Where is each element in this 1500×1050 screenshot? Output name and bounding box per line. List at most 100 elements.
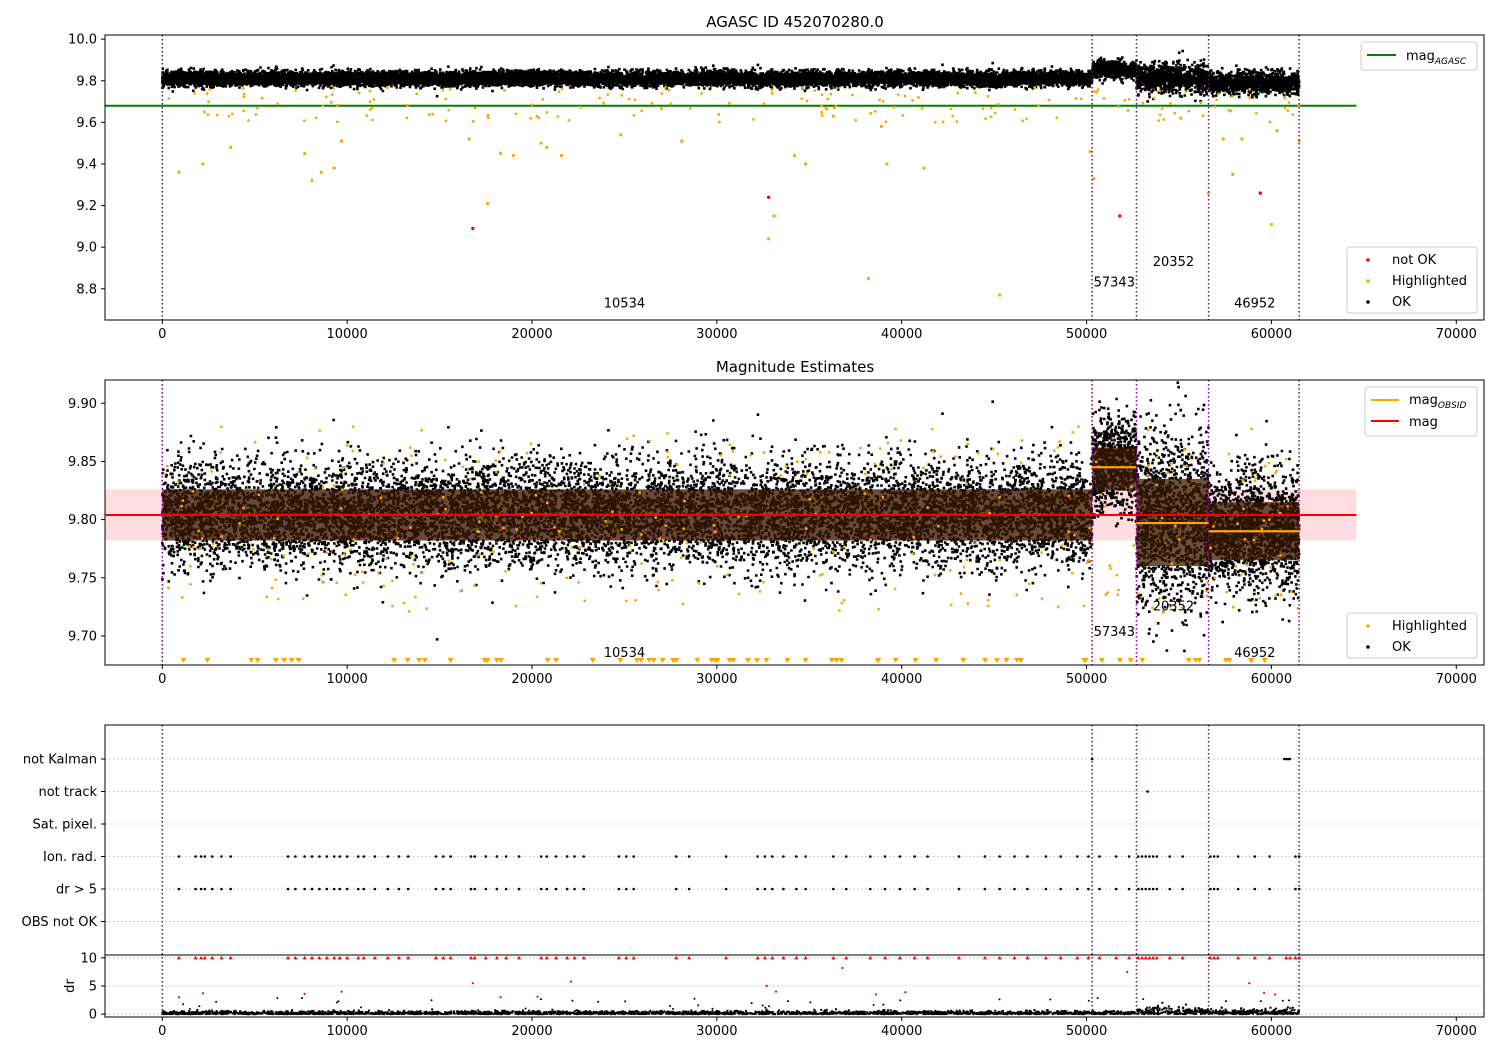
dr-point-capped — [831, 955, 836, 960]
highlighted-point — [1267, 518, 1271, 522]
flag-point — [473, 855, 477, 858]
highlighted-point — [405, 116, 409, 120]
highlighted-point — [1269, 565, 1272, 569]
dr-point — [215, 1000, 218, 1003]
flag-point — [565, 887, 569, 891]
highlighted-point — [1146, 473, 1150, 477]
highlighted-point — [342, 552, 346, 556]
flag-point — [1209, 887, 1212, 891]
highlighted-point — [912, 535, 916, 539]
highlighted-point — [666, 450, 669, 454]
flag-point — [220, 887, 223, 891]
flag-point — [484, 887, 488, 891]
flag-point — [1044, 855, 1048, 858]
highlighted-point — [878, 447, 882, 450]
highlighted-point — [911, 98, 914, 102]
out-of-range-marker — [694, 658, 701, 663]
highlighted-point — [884, 120, 888, 124]
highlighted-point — [1269, 222, 1274, 226]
flag-point — [484, 855, 488, 858]
highlighted-point — [349, 548, 352, 551]
out-of-range-marker — [659, 658, 666, 663]
highlighted-point — [407, 609, 411, 613]
dr-point-capped — [554, 955, 559, 960]
flag-point — [1253, 855, 1257, 858]
highlighted-point — [477, 460, 481, 464]
y-tick-label: 0 — [89, 1008, 97, 1023]
flag-point — [632, 887, 635, 891]
highlighted-point — [1060, 544, 1064, 548]
highlighted-point — [396, 536, 399, 540]
highlighted-point — [974, 542, 978, 545]
highlighted-point — [681, 602, 685, 606]
dr-point-capped — [1114, 955, 1119, 960]
out-of-range-marker — [498, 658, 505, 663]
highlighted-point — [351, 425, 355, 429]
highlighted-point — [514, 112, 518, 116]
highlighted-point — [820, 93, 824, 97]
segment-label: 20352 — [1153, 599, 1194, 614]
highlighted-point — [996, 102, 1000, 106]
highlighted-point — [1213, 576, 1217, 580]
dr-point-capped — [176, 955, 181, 960]
out-of-range-marker — [1014, 658, 1021, 663]
dr-point — [1224, 1000, 1227, 1003]
highlighted-point — [467, 137, 471, 141]
highlighted-point — [1289, 590, 1293, 594]
dr-point-capped — [433, 955, 438, 960]
highlighted-point — [656, 580, 660, 584]
out-of-range-marker — [708, 658, 715, 663]
flag-point — [441, 855, 445, 858]
flag-point — [804, 855, 807, 858]
out-of-range-marker — [288, 658, 295, 663]
flag-point — [504, 887, 508, 891]
highlighted-point — [1243, 537, 1247, 541]
highlighted-point — [294, 89, 297, 92]
highlighted-point — [1116, 593, 1120, 597]
highlighted-point — [1215, 98, 1218, 102]
highlighted-point — [638, 490, 642, 494]
flag-point — [310, 887, 314, 891]
dr-point — [340, 990, 343, 993]
highlighted-point — [1126, 109, 1130, 112]
highlighted-point — [611, 510, 614, 514]
highlighted-point — [640, 562, 644, 566]
highlighted-point — [804, 457, 808, 461]
highlighted-point — [624, 599, 628, 603]
flag-point — [1151, 855, 1155, 858]
flag-point — [998, 887, 1001, 891]
dr-point-capped — [1143, 955, 1148, 960]
highlighted-point — [1058, 440, 1062, 443]
dr-point-capped — [310, 955, 315, 960]
highlighted-point — [640, 109, 644, 113]
highlighted-point — [361, 581, 365, 584]
highlighted-point — [565, 576, 569, 580]
highlighted-point — [539, 141, 543, 145]
flag-point — [1283, 757, 1286, 761]
highlighted-point — [498, 151, 503, 156]
dr-point — [189, 1007, 192, 1010]
highlighted-point — [377, 571, 380, 575]
highlighted-point — [1027, 582, 1031, 586]
highlighted-point — [340, 139, 344, 143]
flag-point — [434, 855, 438, 858]
highlighted-point — [1275, 129, 1279, 133]
highlighted-point — [608, 482, 612, 486]
dr-point — [768, 1005, 771, 1008]
highlighted-point — [800, 97, 804, 101]
highlighted-point — [1286, 109, 1290, 112]
dr-point — [1049, 998, 1052, 1001]
highlighted-point — [1262, 519, 1266, 522]
flag-point — [1209, 855, 1212, 858]
highlighted-point — [772, 214, 776, 218]
highlighted-point — [1279, 593, 1283, 597]
highlighted-point — [525, 451, 529, 455]
highlighted-point — [1169, 462, 1173, 466]
panel-flags: not Kalman not track Sat. pixel. Ion. rad. d… — [22, 724, 1485, 1039]
highlighted-point — [1260, 527, 1264, 531]
dr-point — [697, 1004, 700, 1007]
dr-point-capped — [1167, 955, 1172, 960]
flag-point — [1137, 855, 1140, 858]
out-of-range-marker — [638, 658, 645, 663]
highlighted-point — [1267, 461, 1271, 465]
